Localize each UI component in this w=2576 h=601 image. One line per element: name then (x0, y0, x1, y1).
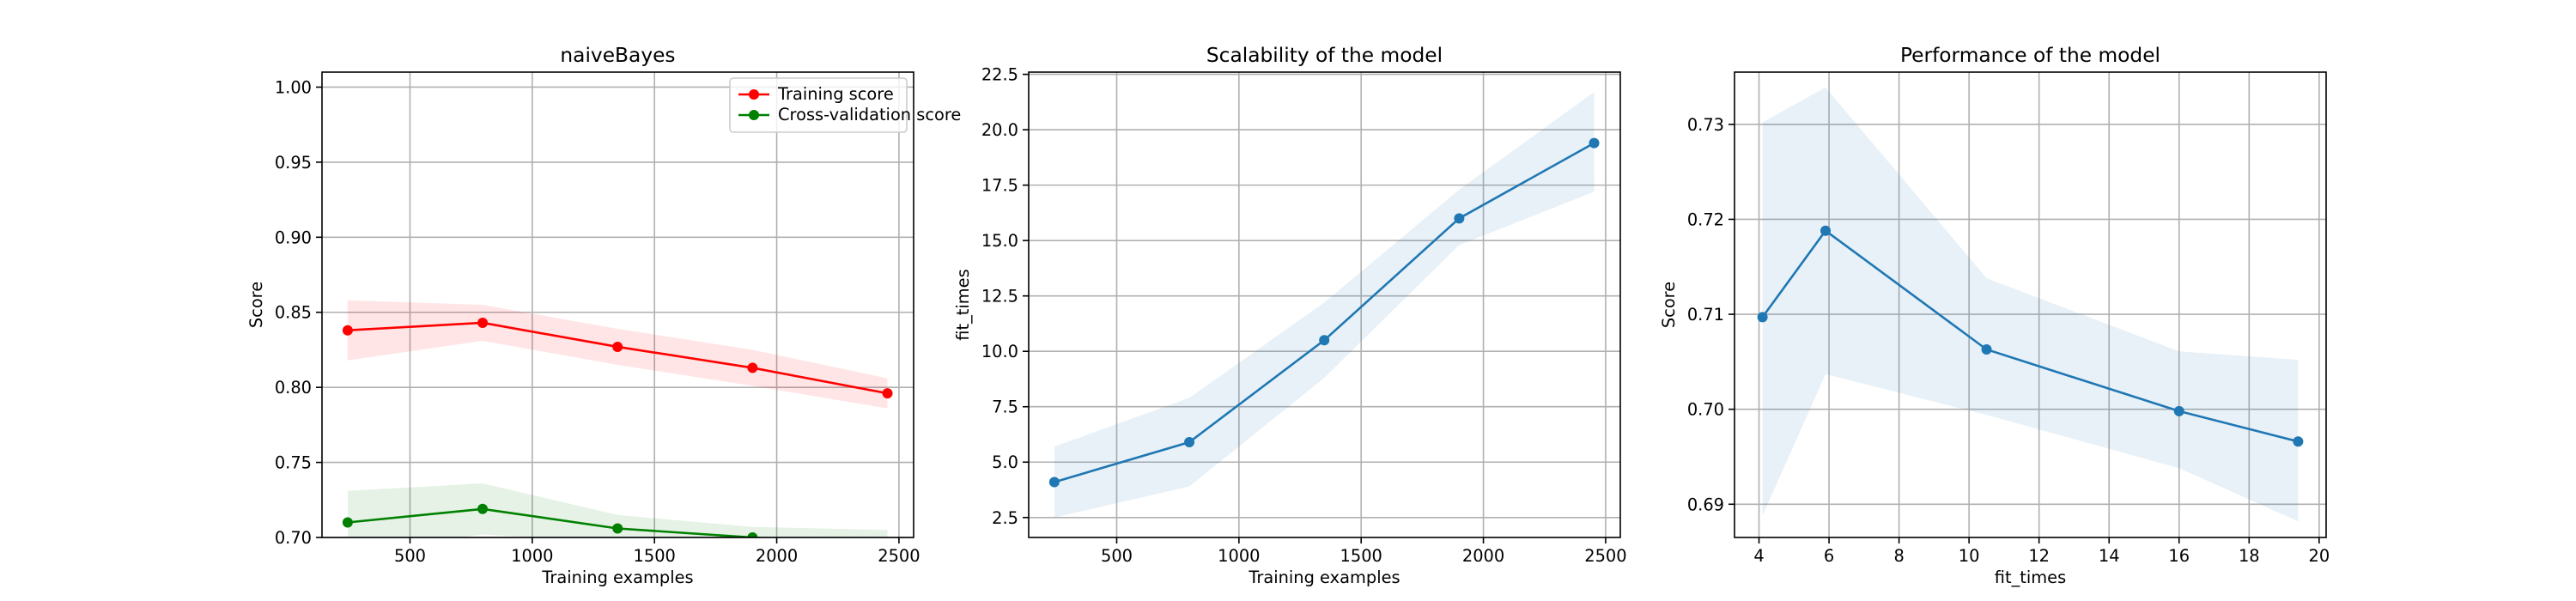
legend-marker (749, 110, 759, 120)
series-0-point (747, 362, 758, 373)
scalability-plot-area (1048, 92, 1600, 518)
series-0-point (2293, 436, 2304, 447)
x-tick-label: 6 (1824, 546, 1834, 566)
y-tick-label: 0.70 (275, 528, 312, 548)
series-0-point (1589, 137, 1600, 149)
learning-curve-plot-area (342, 300, 893, 537)
series-0-point (1319, 335, 1330, 346)
learning-curve-y-axis-label: Score (246, 282, 266, 328)
scalability-title: Scalability of the model (1206, 44, 1443, 67)
y-tick-label: 2.5 (992, 508, 1018, 528)
series-1-band (347, 483, 888, 537)
y-tick-label: 0.72 (1687, 209, 1724, 229)
x-tick-label: 500 (394, 546, 426, 566)
series-1-point (612, 523, 623, 534)
performance-axes-frame (1734, 71, 2327, 538)
legend-label: Cross-validation score (778, 105, 961, 124)
scalability-y-axis-label: fit_times (953, 269, 973, 340)
y-tick-label: 0.69 (1687, 495, 1724, 514)
y-tick-label: 15.0 (981, 231, 1018, 251)
y-tick-label: 17.5 (981, 176, 1018, 196)
legend-marker (749, 89, 759, 100)
x-tick-label: 1000 (511, 546, 553, 566)
performance-panel: 4 6 8 10 12 14 16 18 20 0.69 0.70 0.71 0.72 0.73 Perfo… (1659, 44, 2330, 587)
scalability-panel: 500 1000 1500 2000 2500 2.5 5.0 7.5 10.0 12.5 15.0… (953, 44, 1627, 587)
x-tick-label: 4 (1753, 546, 1764, 566)
x-tick-label: 10 (1959, 546, 1980, 566)
series-0-point (342, 325, 353, 336)
y-tick-label: 22.5 (981, 65, 1018, 85)
y-tick-label: 7.5 (992, 398, 1018, 417)
scalability-x-axis-label: Training examples (1248, 568, 1400, 587)
x-tick-label: 12 (2028, 546, 2050, 566)
series-0-point (1454, 213, 1465, 224)
learning-curve-title: naiveBayes (560, 44, 675, 67)
scalability-axes-frame (1028, 71, 1621, 538)
x-tick-label: 2000 (756, 546, 798, 566)
series-0-band (1054, 92, 1595, 518)
performance-title: Performance of the model (1900, 44, 2160, 67)
y-tick-label: 10.0 (981, 342, 1018, 361)
y-tick-label: 0.73 (1687, 115, 1724, 135)
learning-curve-panel: 500 1000 1500 2000 2500 0.70 0.75 0.80 0.85 0.90 0… (246, 44, 961, 587)
series-0-band (1762, 87, 2299, 522)
y-tick-label: 12.5 (981, 287, 1018, 307)
y-tick-label: 0.85 (275, 303, 312, 323)
series-0-point (1184, 437, 1195, 448)
x-tick-label: 2000 (1462, 546, 1504, 566)
legend-box (729, 77, 908, 133)
y-tick-label: 0.95 (275, 153, 312, 173)
series-0-band (347, 300, 888, 409)
y-tick-label: 0.70 (1687, 400, 1724, 420)
x-tick-label: 8 (1893, 546, 1904, 566)
series-0-point (1981, 343, 1992, 355)
series-0-point (2173, 405, 2184, 416)
series-0-point (882, 388, 893, 399)
x-tick-label: 2500 (878, 546, 920, 566)
performance-x-axis-label: fit_times (1995, 568, 2066, 587)
y-tick-label: 0.75 (275, 453, 312, 473)
legend-label: Training score (777, 84, 894, 104)
series-1-point (342, 517, 353, 528)
series-1-point (747, 532, 758, 537)
series-0-point (477, 317, 489, 328)
x-tick-label: 18 (2239, 546, 2260, 566)
series-0-point (1820, 225, 1831, 236)
performance-y-axis-label: Score (1659, 282, 1679, 328)
x-tick-label: 500 (1101, 546, 1133, 566)
series-1-point (477, 503, 489, 514)
y-tick-label: 0.90 (275, 228, 312, 247)
y-tick-label: 0.71 (1687, 305, 1724, 325)
x-tick-label: 1500 (1340, 546, 1382, 566)
learning-curve-axes-frame (321, 71, 914, 538)
x-tick-label: 14 (2099, 546, 2120, 566)
x-tick-label: 2500 (1584, 546, 1626, 566)
x-tick-label: 20 (2309, 546, 2330, 566)
series-0-point (1048, 477, 1060, 488)
y-tick-label: 0.80 (275, 378, 312, 398)
series-0-point (1757, 312, 1768, 323)
x-tick-label: 1500 (634, 546, 676, 566)
y-tick-label: 1.00 (275, 77, 312, 97)
y-tick-label: 5.0 (992, 452, 1018, 472)
x-tick-label: 1000 (1218, 546, 1260, 566)
series-0-point (612, 341, 623, 352)
learning-curve-x-axis-label: Training examples (541, 568, 693, 587)
performance-plot-area (1757, 87, 2304, 522)
y-tick-label: 20.0 (981, 120, 1018, 140)
x-tick-label: 16 (2168, 546, 2190, 566)
